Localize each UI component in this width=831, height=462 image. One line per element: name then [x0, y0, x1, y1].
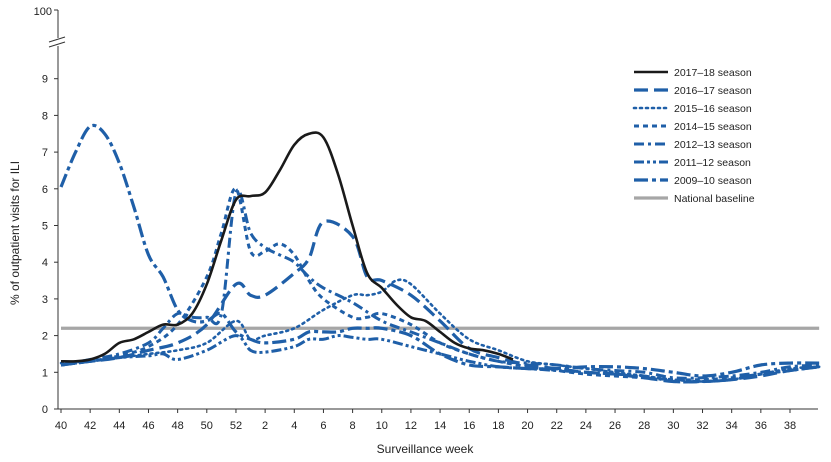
- y-axis-break-mark: [48, 36, 66, 48]
- x-tick-label: 26: [609, 420, 621, 432]
- y-tick-label: 2: [42, 331, 48, 343]
- series-line-2012-13: [60, 188, 820, 380]
- x-tick-label: 52: [230, 420, 242, 432]
- x-tick-label: 36: [755, 420, 767, 432]
- legend-label: 2015–16 season: [674, 103, 752, 115]
- y-tick-label: 8: [42, 110, 48, 122]
- series-line-2017-18: [60, 131, 514, 363]
- y-tick-label: 1: [42, 367, 48, 379]
- y-tick-label: 7: [42, 147, 48, 159]
- x-tick-label: 24: [580, 420, 592, 432]
- x-tick-label: 20: [521, 420, 533, 432]
- x-tick-label: 50: [201, 420, 213, 432]
- x-tick-label: 28: [638, 420, 650, 432]
- series-line-2015-16: [59, 278, 821, 383]
- x-tick-label: 2: [262, 420, 268, 432]
- x-tick-label: 48: [172, 420, 184, 432]
- y-tick-label: 0: [42, 404, 48, 416]
- legend-label: 2017–18 season: [674, 67, 752, 79]
- x-tick-label: 16: [463, 420, 475, 432]
- x-tick-label: 30: [667, 420, 679, 432]
- x-tick-label: 8: [350, 420, 356, 432]
- legend-label: 2012–13 season: [674, 139, 752, 151]
- plot-area: [59, 123, 821, 384]
- x-axis-title: Surveillance week: [377, 442, 475, 456]
- legend-label: 2014–15 season: [674, 121, 752, 133]
- x-tick-label: 44: [113, 420, 125, 432]
- x-tick-label: 10: [376, 420, 388, 432]
- y-tick-label-100: 100: [34, 6, 52, 18]
- legend-label: National baseline: [674, 193, 755, 205]
- x-tick-label: 22: [551, 420, 563, 432]
- x-tick-label: 6: [320, 420, 326, 432]
- x-tick-label: 46: [142, 420, 154, 432]
- x-tick-label: 4: [291, 420, 297, 432]
- x-tick-label: 18: [492, 420, 504, 432]
- y-tick-label: 6: [42, 184, 48, 196]
- y-tick-label: 9: [42, 74, 48, 86]
- x-tick-label: 42: [84, 420, 96, 432]
- legend-label: 2016–17 season: [674, 85, 752, 97]
- x-tick-label: 40: [55, 420, 67, 432]
- x-ticks: 40 42 44 46 48 50 52 2 4 6 8 10 12 14 16 18 20 22 24 26 28 30…: [55, 409, 796, 432]
- legend-label: 2011–12 season: [674, 157, 751, 169]
- x-tick-label: 34: [726, 420, 738, 432]
- legend-label: 2009–10 season: [674, 175, 752, 187]
- y-axis-title: % of outpatient visits for ILI: [8, 161, 22, 305]
- x-tick-label: 32: [696, 420, 708, 432]
- x-tick-label: 12: [405, 420, 417, 432]
- y-ticks: 0 1 2 3 4 5 6 7 8 9: [42, 74, 58, 416]
- y-tick-label: 3: [42, 294, 48, 306]
- series-line-2009-10: [59, 123, 820, 378]
- series-line-2016-17: [60, 219, 820, 384]
- legend: 2017–18 season 2016–17 season 2015–16 seas…: [632, 67, 755, 205]
- y-tick-label: 4: [42, 257, 48, 269]
- y-tick-label: 5: [42, 221, 48, 233]
- x-tick-label: 14: [434, 420, 446, 432]
- x-tick-label: 38: [784, 420, 796, 432]
